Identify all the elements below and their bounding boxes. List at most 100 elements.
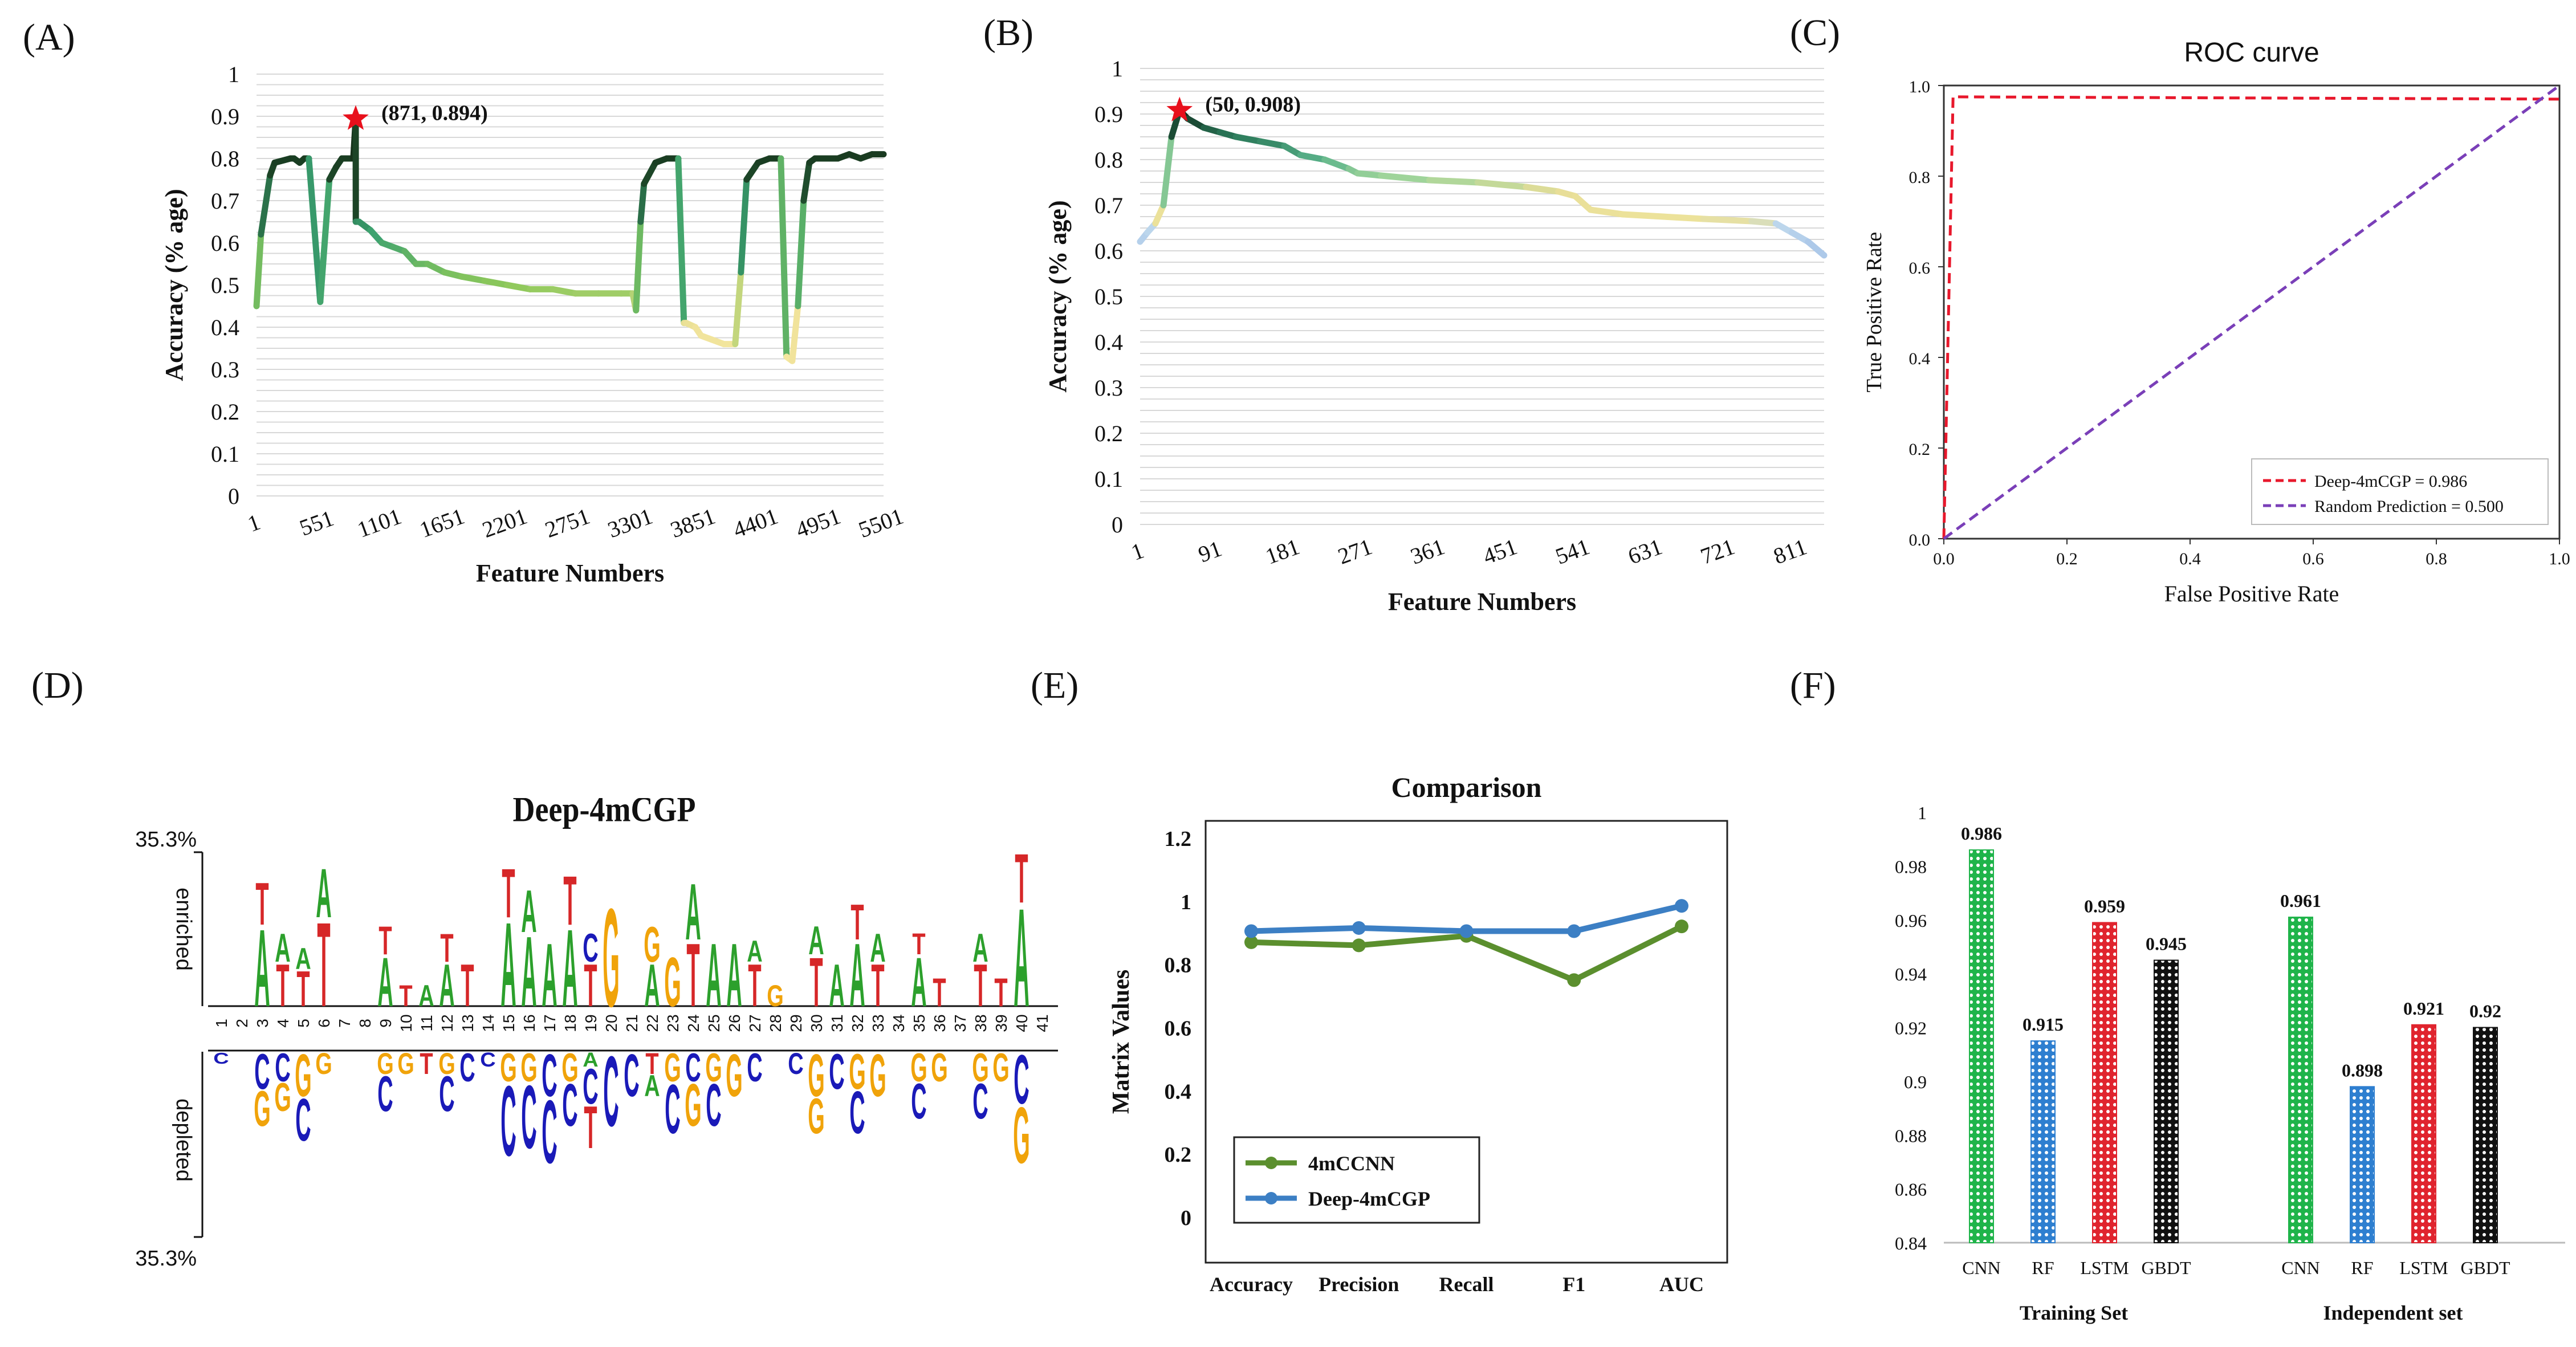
y-tick-label: 0.2	[1094, 421, 1123, 446]
y-tick-label: 0.4	[1094, 329, 1123, 355]
logo-position-label: 12	[438, 1014, 456, 1032]
logo-depleted-letter: C	[213, 1049, 229, 1067]
bar-group-label: Independent set	[2323, 1301, 2463, 1324]
logo-enriched-letter: C	[583, 926, 598, 970]
logo-position-label: 37	[951, 1014, 969, 1032]
logo-bottom-value: 35.3%	[135, 1247, 197, 1271]
comparison-legend-marker	[1265, 1192, 1277, 1204]
logo-depleted-letter: C	[706, 1071, 721, 1138]
accuracy-line-segment	[789, 303, 801, 364]
accuracy-line-segment	[1572, 193, 1594, 213]
chart-c-roc-curve: ROC curve 0.0 0.2 0.4 0.6 0.8 1.0 0.0 0.2 0.4 0.6 0…	[1862, 38, 2570, 607]
bar-value-label: 0.921	[2403, 998, 2444, 1019]
bar-category-label: RF	[2351, 1258, 2373, 1278]
logo-depleted-letter: C	[583, 1059, 598, 1114]
logo-enriched-label: enriched	[172, 888, 196, 971]
roc-y-tick-label: 1.0	[1909, 78, 1931, 96]
accuracy-line-segment	[1474, 179, 1529, 190]
comparison-point	[1244, 935, 1258, 949]
logo-depleted-letter: C	[747, 1045, 762, 1090]
bar-rf	[2030, 1040, 2056, 1243]
panel-label-c: (C)	[1790, 12, 1840, 54]
logo-enriched-letter: A	[377, 944, 393, 1022]
logo-position-label: 29	[787, 1014, 805, 1032]
logo-position-label: 33	[869, 1014, 887, 1032]
x-axis-label: Feature Numbers	[476, 559, 664, 587]
logo-enriched-letter: T	[850, 895, 864, 950]
logo-enriched-letter: A	[521, 877, 536, 945]
y-tick-label: 0	[228, 483, 239, 509]
comparison-point	[1675, 919, 1688, 934]
logo-enriched-letter: A	[562, 906, 577, 1029]
bar-category-label: GBDT	[2460, 1258, 2510, 1278]
accuracy-line-segment	[1748, 218, 1779, 227]
logo-position-label: 7	[336, 1019, 353, 1028]
logo-position-label: 18	[561, 1014, 579, 1032]
x-tick-label: 2201	[479, 503, 531, 543]
logo-position-label: 16	[520, 1014, 538, 1032]
logo-depleted-letter: G	[315, 1047, 332, 1081]
logo-position-label: 23	[664, 1014, 682, 1032]
accuracy-line-segment	[317, 176, 333, 306]
logo-enriched-letter: A	[644, 951, 660, 1019]
x-tick-label: 631	[1625, 534, 1666, 569]
logo-depleted-letter: G	[377, 1047, 394, 1081]
bar-y-tick-label: 0.96	[1895, 910, 1927, 931]
bar-value-label: 0.915	[2022, 1014, 2064, 1035]
comparison-point	[1244, 924, 1258, 938]
logo-position-label: 34	[890, 1014, 907, 1032]
bar-category-label: LSTM	[2080, 1258, 2129, 1278]
accuracy-line-segment	[1321, 156, 1352, 172]
accuracy-line-segment	[1659, 213, 1707, 222]
logo-depleted-letter: C	[911, 1074, 926, 1129]
comparison-y-tick-label: 0	[1181, 1206, 1191, 1230]
bar-value-label: 0.945	[2146, 934, 2187, 954]
best-point-star-marker	[343, 105, 369, 130]
bar-category-label: GBDT	[2141, 1258, 2191, 1278]
accuracy-line-segment	[253, 231, 264, 310]
logo-depleted-label: depleted	[172, 1098, 196, 1182]
bar-y-tick-label: 0.86	[1895, 1179, 1927, 1200]
bar-y-tick-label: 0.88	[1895, 1125, 1927, 1146]
logo-depleted-letter: T	[420, 1047, 433, 1081]
logo-position-label: 30	[808, 1014, 825, 1032]
comparison-point	[1352, 938, 1366, 953]
logo-depleted-letter: C	[500, 1065, 516, 1177]
accuracy-line-segment	[641, 159, 659, 187]
accuracy-line-segment	[424, 261, 448, 276]
y-tick-label: 1	[228, 62, 239, 87]
logo-enriched-letter: T	[933, 970, 946, 1015]
bar-gbdt	[2473, 1027, 2498, 1243]
logo-enriched-letter: A	[972, 926, 988, 970]
bar-value-label: 0.986	[1961, 823, 2002, 844]
x-tick-label: 4951	[792, 503, 844, 543]
logo-position-label: 11	[418, 1015, 436, 1031]
y-axis-label: Accuracy (% age)	[1044, 200, 1072, 392]
comparison-x-tick-label: Recall	[1439, 1273, 1494, 1296]
logo-depleted-letter: G	[705, 1045, 722, 1090]
accuracy-line-segment	[1152, 202, 1167, 227]
comparison-x-tick-label: Accuracy	[1210, 1273, 1293, 1296]
logo-depleted-letter: G	[561, 1045, 579, 1090]
logo-depleted-letter: G	[664, 1045, 681, 1090]
logo-enriched-letter: A	[254, 906, 270, 1029]
roc-y-axis-label: True Positive Rate	[1862, 232, 1886, 393]
accuracy-line-segment	[1257, 138, 1288, 149]
comparison-y-axis-label: Matrix Values	[1108, 970, 1134, 1114]
comparison-title: Comparison	[1391, 771, 1542, 803]
logo-enriched-letter: T	[502, 855, 515, 933]
accuracy-line-segment	[306, 155, 324, 306]
comparison-y-tick-label: 0.8	[1165, 954, 1192, 978]
bar-value-label: 0.959	[2084, 896, 2125, 916]
logo-depleted-letter: G	[972, 1045, 989, 1090]
logo-depleted-letter: C	[624, 1041, 639, 1109]
logo-position-label: 21	[623, 1014, 641, 1032]
x-tick-label: 361	[1407, 534, 1448, 569]
logo-enriched-letter: A	[870, 926, 885, 970]
y-tick-label: 0.6	[211, 230, 239, 256]
bar-cnn	[1969, 849, 1994, 1243]
accuracy-line-segment	[637, 180, 648, 225]
x-tick-label: 541	[1552, 534, 1593, 569]
bar-lstm	[2411, 1024, 2436, 1243]
logo-enriched-letter: T	[276, 951, 289, 1019]
